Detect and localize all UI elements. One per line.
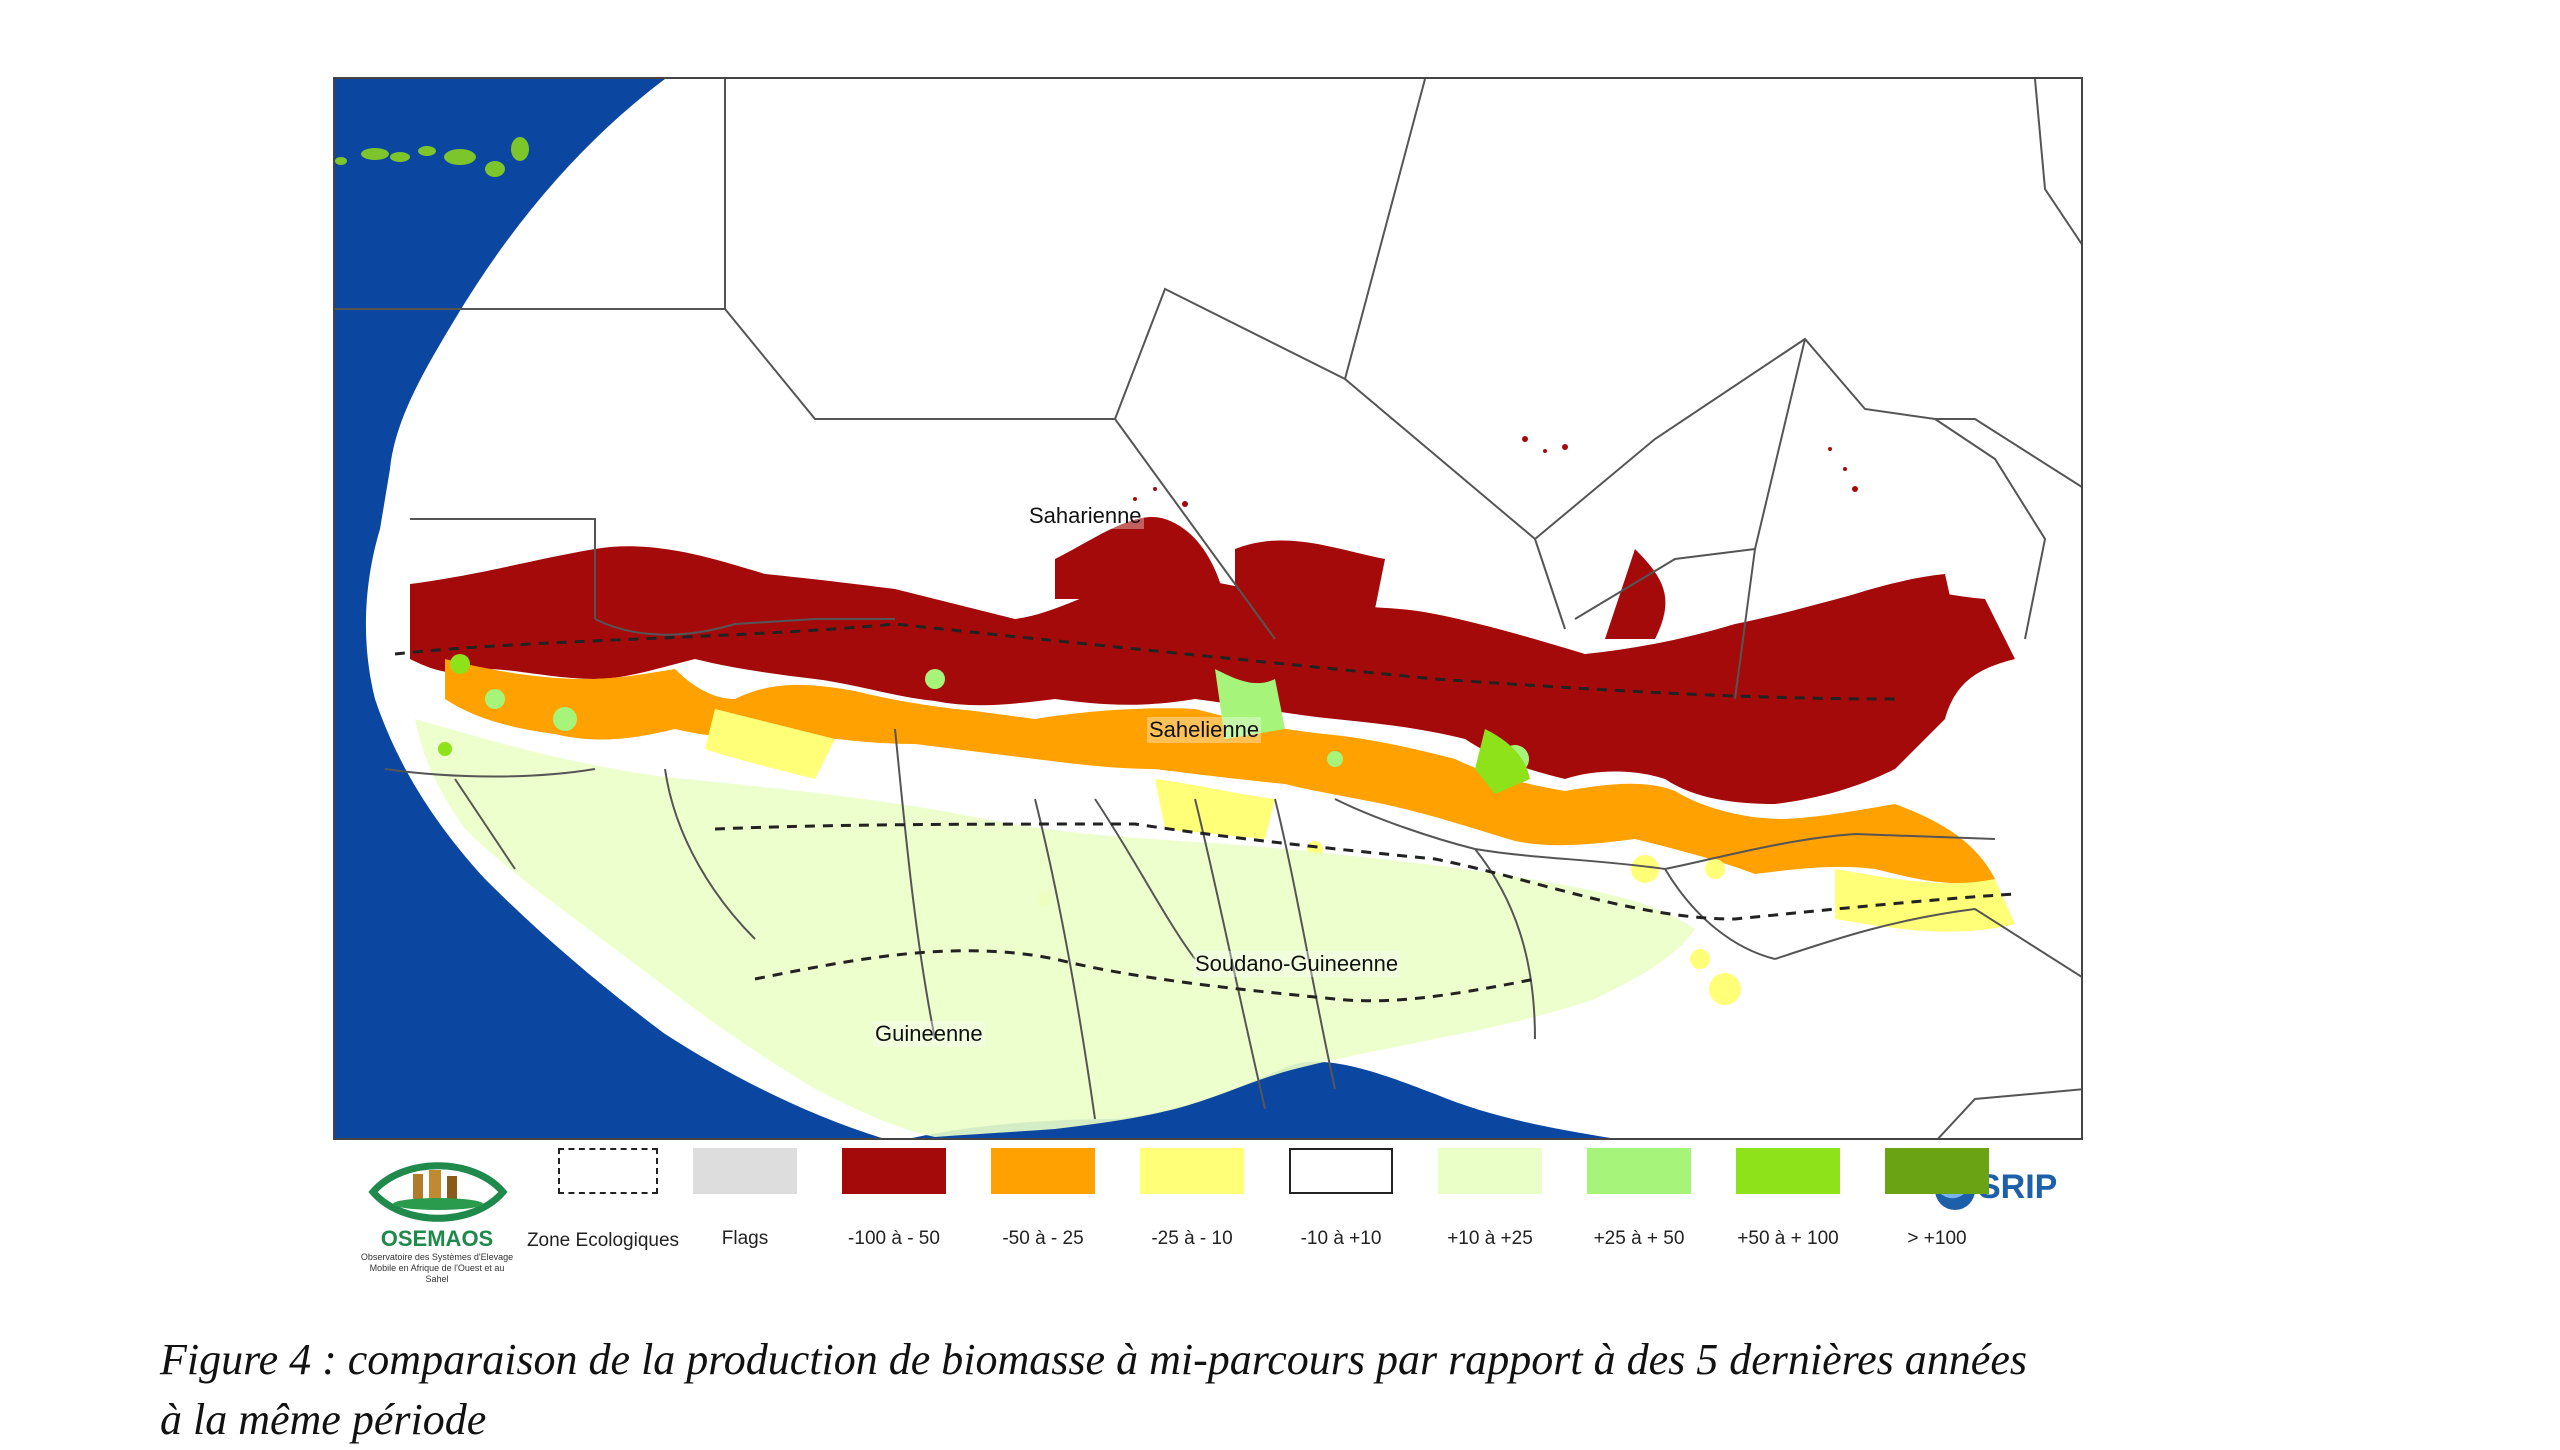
osemaos-name: OSEMAOS (380, 1226, 494, 1251)
legend-swatch-4 (1289, 1148, 1393, 1194)
legend-label-4: -10 à +10 (1300, 1228, 1382, 1249)
caption-line-1: Figure 4 : comparaison de la production … (160, 1335, 2027, 1384)
legend-swatch-5 (1438, 1148, 1542, 1194)
legend-label-zone-ecologiques: Zone Ecologiques (526, 1230, 680, 1251)
legend-label-8: > +100 (1907, 1228, 1967, 1249)
legend-label-1: -100 à - 50 (848, 1228, 940, 1249)
legend-swatch-zone-ecologiques (558, 1148, 658, 1194)
legend-swatch-3 (1140, 1148, 1244, 1194)
canary-islands (335, 137, 529, 177)
atlantic-ocean (335, 79, 882, 1138)
biomass-map: Saharienne Sahelienne Soudano-Guineenne … (333, 77, 2083, 1140)
gulf-of-guinea (912, 1061, 1611, 1138)
legend-label-2: -50 à - 25 (1002, 1228, 1084, 1249)
red-speckles (1055, 436, 1955, 639)
zone-brightgreen (438, 654, 1530, 794)
legend-label-3: -25 à - 10 (1151, 1228, 1233, 1249)
legend-swatch-2 (991, 1148, 1095, 1194)
zone-yellow (705, 709, 2015, 1005)
map-canvas (335, 79, 2081, 1138)
legend-label-0: Flags (721, 1228, 769, 1249)
legend-swatch-0 (693, 1148, 797, 1194)
legend-swatch-7 (1736, 1148, 1840, 1194)
legend-label-5: +10 à +25 (1447, 1228, 1533, 1249)
legend: OSEMAOS Observatoire des Systèmes d'Elev… (333, 1140, 2083, 1300)
eco-zone-boundaries (394, 622, 2016, 1003)
zone-red (410, 546, 2015, 804)
legend-label-7: +50 à + 100 (1737, 1228, 1839, 1249)
zone-label-guineenne: Guineenne (873, 1021, 985, 1047)
caption-line-2: à la même période (160, 1395, 487, 1444)
country-borders (335, 79, 2081, 1138)
figure-caption: Figure 4 : comparaison de la production … (160, 1330, 2460, 1450)
zone-label-sahelienne: Sahelienne (1147, 717, 1262, 743)
zone-orange (445, 659, 1995, 884)
legend-label-6: +25 à + 50 (1593, 1228, 1685, 1249)
osemaos-subtitle: Observatoire des Systèmes d'Elevage Mobi… (360, 1252, 514, 1284)
osemaos-logo (368, 1162, 508, 1222)
legend-swatch-6 (1587, 1148, 1691, 1194)
legend-swatch-8 (1885, 1148, 1989, 1194)
zone-label-saharienne: Saharienne (1027, 503, 1144, 529)
zone-lightgreen (415, 719, 1695, 1137)
zone-label-soudano-guineenne: Soudano-Guineenne (1193, 951, 1401, 977)
legend-swatch-1 (842, 1148, 946, 1194)
srip-text: SRIP (1978, 1168, 2057, 1206)
